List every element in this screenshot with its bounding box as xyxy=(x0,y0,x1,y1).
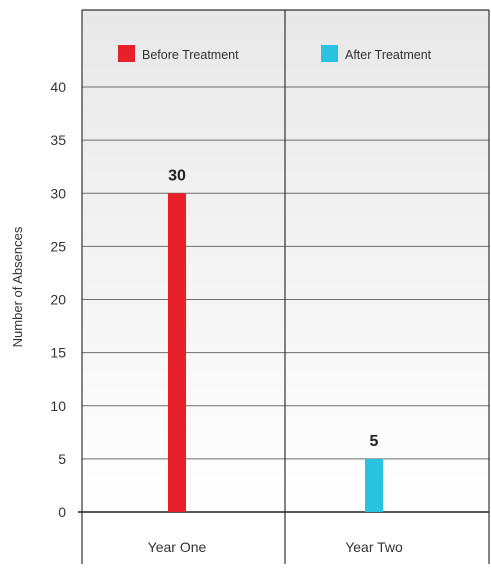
legend-swatch-1 xyxy=(321,45,338,62)
y-axis-title: Number of Absences xyxy=(10,226,25,347)
y-tick-label-20: 20 xyxy=(50,292,66,308)
y-tick-label-25: 25 xyxy=(50,238,66,254)
legend-label-0: Before Treatment xyxy=(142,48,239,62)
x-axis-categories: Year One Year Two xyxy=(148,539,403,555)
plot-frame xyxy=(78,9,490,564)
y-tick-label-5: 5 xyxy=(58,451,66,467)
bars xyxy=(168,193,383,512)
data-label-1: 5 xyxy=(370,433,379,450)
legend: Before Treatment After Treatment xyxy=(118,45,432,62)
data-labels: 30 5 xyxy=(168,167,378,450)
legend-label-1: After Treatment xyxy=(345,48,432,62)
bar-1-1 xyxy=(365,458,383,512)
y-tick-label-30: 30 xyxy=(50,185,66,201)
y-tick-label-10: 10 xyxy=(50,398,66,414)
y-tick-label-35: 35 xyxy=(50,132,66,148)
y-tick-label-15: 15 xyxy=(50,345,66,361)
y-tick-label-40: 40 xyxy=(50,79,66,95)
legend-swatch-0 xyxy=(118,45,135,62)
x-category-label-1: Year Two xyxy=(345,539,403,555)
x-category-label-0: Year One xyxy=(148,539,207,555)
data-label-0: 30 xyxy=(168,167,186,184)
y-tick-label-0: 0 xyxy=(58,504,66,520)
y-axis-ticks: 0 5 10 15 20 25 30 35 40 xyxy=(50,79,66,520)
bar-0-0 xyxy=(168,193,186,512)
